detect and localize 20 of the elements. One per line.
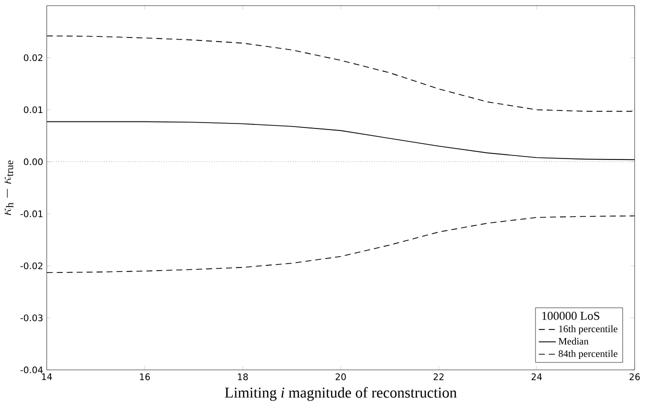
x-tick-label: 22 [434,373,444,380]
x-tick-label: 16 [140,373,150,380]
x-tick-label: 18 [238,373,248,380]
y-tick-label: -0.01 [20,210,42,218]
x-tick-label: 14 [42,373,52,380]
x-tick-label: 20 [336,373,346,380]
y-axis-title: $\kappa_{\rm h} - \kappa_{\rm true}$ [4,160,14,216]
y-tick-label: 0.01 [24,106,42,114]
legend-label: 84th percentile [558,350,618,360]
y-tick-label: 0.02 [24,54,42,62]
y-tick-label: -0.04 [20,366,43,374]
y-tick-label: -0.02 [20,262,42,270]
x-axis-title: Limiting i magnitude of reconstruction [224,387,457,401]
legend-title: 100000 LoS [542,312,600,320]
x-tick-label: 26 [630,373,640,380]
legend-label: Median [558,338,589,345]
y-tick-label: 0.00 [24,158,43,166]
x-tick-label: 24 [532,373,542,380]
y-tick-label: -0.03 [20,314,43,322]
legend-label: 16th percentile [559,325,618,334]
